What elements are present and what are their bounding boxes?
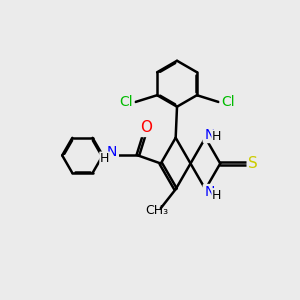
Text: H: H [100,152,109,165]
Text: N: N [204,185,214,200]
Text: O: O [140,120,152,135]
Text: Cl: Cl [221,95,235,109]
Text: N: N [107,145,117,159]
Text: CH₃: CH₃ [145,204,168,218]
Text: N: N [204,128,214,142]
Text: S: S [248,156,258,171]
Text: Cl: Cl [119,95,133,109]
Text: H: H [212,189,221,202]
Text: H: H [212,130,221,143]
